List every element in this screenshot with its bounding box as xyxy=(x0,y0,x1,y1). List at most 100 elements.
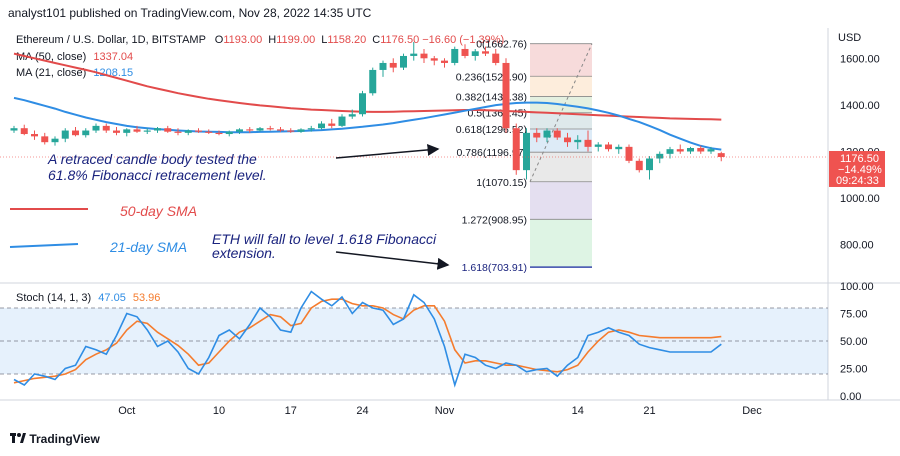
tradingview-logo: TradingView xyxy=(10,432,100,446)
currency-label: USD xyxy=(838,32,862,44)
ma21-label: MA (21, close) xyxy=(16,67,87,79)
candle-body xyxy=(143,130,151,132)
stoch-tick-label: 100.00 xyxy=(840,281,874,293)
ohlc-o-value: 1193.00 xyxy=(223,34,263,46)
candle-body xyxy=(646,158,653,171)
candle-body xyxy=(379,62,387,70)
candle-body xyxy=(318,123,325,129)
stoch-label: Stoch (14, 1, 3) xyxy=(16,292,92,304)
candle-body xyxy=(625,146,633,161)
price-badge-price: 1176.50 xyxy=(840,153,879,165)
ohlc-h-label: H xyxy=(268,34,277,46)
candle-body xyxy=(266,128,274,130)
ma50-value: 1337.04 xyxy=(93,51,134,63)
candle-body xyxy=(92,125,100,131)
candle-body xyxy=(389,62,397,68)
candle-body xyxy=(635,160,643,171)
price-tick-label: 1600.00 xyxy=(840,53,880,65)
fib-zone xyxy=(530,219,592,268)
annotation-arrow-fib-test xyxy=(335,143,440,159)
tradingview-logo-icon xyxy=(10,432,26,446)
stoch-legend: Stoch (14, 1, 3) 47.05 53.96 xyxy=(16,292,160,304)
stoch-tick-label: 75.00 xyxy=(840,309,868,321)
candle-body xyxy=(543,130,551,138)
candle-body xyxy=(338,116,346,126)
candle-body xyxy=(205,131,213,133)
fib-level-label: 1.618(703.91) xyxy=(462,262,527,274)
candle-body xyxy=(553,130,561,138)
symbol-legend: Ethereum / U.S. Dollar, 1D, BITSTAMP O11… xyxy=(16,34,504,46)
annotation-sma50: 50-day SMA xyxy=(120,203,197,219)
annotation-fib-test-line2: 61.8% Fibonacci retracement level. xyxy=(48,167,267,183)
candle-body xyxy=(72,130,79,136)
candle-body xyxy=(523,132,530,171)
candle-body xyxy=(256,128,264,131)
stoch-tick-label: 25.00 xyxy=(840,364,868,376)
ohlc-l-label: L xyxy=(321,34,328,46)
annotation-arrow-fib-ext xyxy=(335,251,450,270)
candle-body xyxy=(482,51,489,54)
price-badge-countdown: 09:24:33 xyxy=(836,175,879,187)
candle-body xyxy=(605,144,612,150)
candle-body xyxy=(20,128,28,135)
candle-body xyxy=(420,53,428,59)
sma21-legend-line xyxy=(9,243,79,248)
ma50-legend: MA (50, close) 1337.04 xyxy=(16,51,133,63)
ma50-label: MA (50, close) xyxy=(16,51,87,63)
candle-body xyxy=(461,48,469,56)
candle-body xyxy=(502,62,510,129)
ohlc-o-label: O xyxy=(214,34,224,46)
candle-body xyxy=(656,153,664,159)
stoch-k-line xyxy=(13,290,722,388)
candle-body xyxy=(328,123,336,126)
candle-body xyxy=(184,130,192,133)
time-tick-label: Dec xyxy=(742,405,762,417)
price-tick-label: 1400.00 xyxy=(840,100,880,112)
candle-body xyxy=(676,149,684,152)
candle-body xyxy=(348,114,356,117)
time-tick-label: 17 xyxy=(285,405,297,417)
change-value: −16.60 (−1.39%) xyxy=(422,34,505,46)
fib-level-label: 0.786(1196.97) xyxy=(457,147,527,159)
time-tick-label: 14 xyxy=(572,405,584,417)
ma50-line xyxy=(13,52,722,121)
ohlc-h-value: 1199.00 xyxy=(276,34,316,46)
annotation-fib-ext-line2: extension. xyxy=(212,245,276,261)
candle-body xyxy=(410,53,418,56)
ma21-value: 1208.15 xyxy=(93,67,134,79)
symbol-name: Ethereum / U.S. Dollar, 1D, BITSTAMP xyxy=(16,34,206,46)
candle-body xyxy=(369,69,377,94)
ma21-legend: MA (21, close) 1208.15 xyxy=(16,67,133,79)
candle-body xyxy=(123,129,131,133)
candle-body xyxy=(564,137,571,143)
candle-body xyxy=(533,132,541,138)
time-tick-label: 10 xyxy=(213,405,225,417)
fib-level-label: 0(1662.76) xyxy=(476,39,527,51)
candle-body xyxy=(574,139,582,143)
candle-body xyxy=(31,134,38,137)
fib-level-label: 1(1070.15) xyxy=(476,177,527,189)
stoch-tick-label: 0.00 xyxy=(840,391,861,403)
publisher-header: analyst101 published on TradingView.com,… xyxy=(8,6,372,20)
candle-body xyxy=(10,128,18,131)
candle-body xyxy=(113,130,120,133)
candle-body xyxy=(164,128,172,132)
candle-body xyxy=(441,60,448,63)
annotation-fib-ext-line1: ETH will fall to level 1.618 Fibonacci xyxy=(212,231,437,247)
candle-body xyxy=(133,129,141,132)
fib-zone xyxy=(530,181,592,220)
candle-body xyxy=(51,138,59,143)
candle-body xyxy=(615,146,623,150)
candle-body xyxy=(82,130,90,136)
candle-body xyxy=(277,129,284,131)
fib-zone xyxy=(530,129,592,153)
annotation-fib-test-line1: A retraced candle body tested the xyxy=(47,151,257,167)
ohlc-l-value: 1158.20 xyxy=(327,34,367,46)
tradingview-logo-text: TradingView xyxy=(29,432,100,446)
candle-body xyxy=(195,130,202,132)
candle-body xyxy=(666,149,674,154)
time-tick-label: Oct xyxy=(118,405,135,417)
candle-body xyxy=(492,53,500,63)
candle-body xyxy=(174,131,182,133)
